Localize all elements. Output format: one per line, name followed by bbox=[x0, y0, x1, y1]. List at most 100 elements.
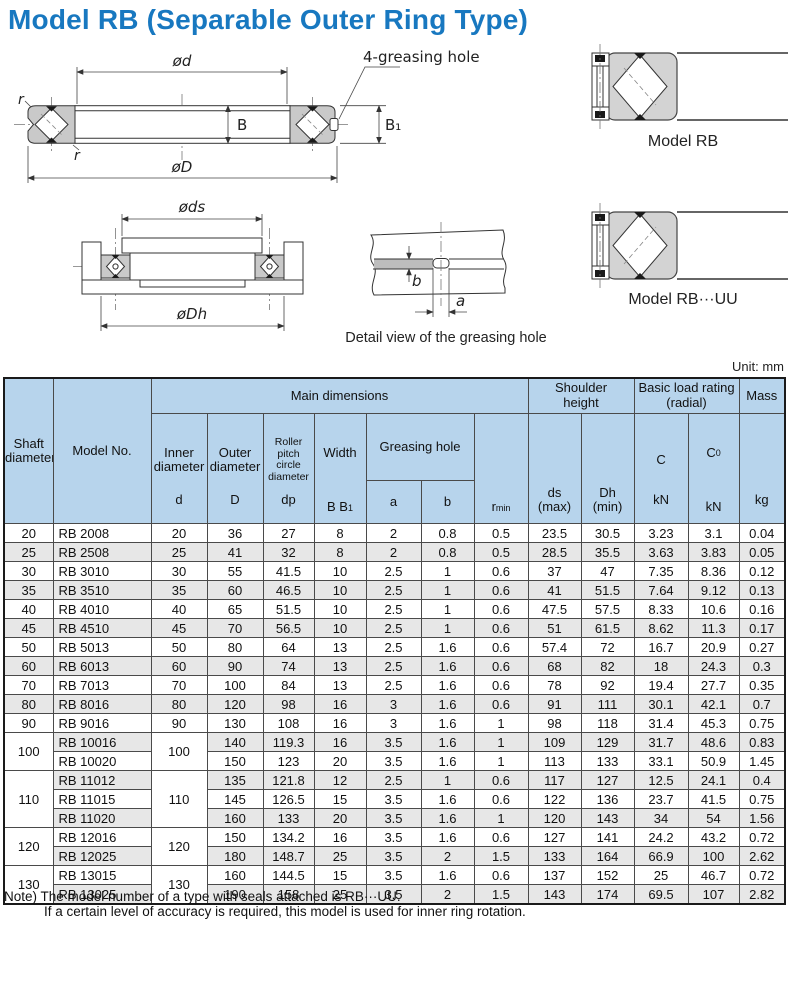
cell: 56.5 bbox=[262, 618, 315, 639]
cell: 3.5 bbox=[365, 846, 422, 867]
cell: 120 bbox=[150, 827, 208, 867]
cell: 16 bbox=[313, 713, 367, 734]
cell: 98 bbox=[262, 694, 315, 715]
cell: 2 bbox=[365, 542, 422, 563]
cell: 111 bbox=[580, 694, 635, 715]
table-row: RB 10020 150 123 20 3.5 1.6 1 113 133 33.1 50.9 1.4… bbox=[4, 751, 786, 772]
cell: 55 bbox=[206, 561, 264, 582]
cell: 47 bbox=[580, 561, 635, 582]
cell: 84 bbox=[262, 675, 315, 696]
cell: 41.5 bbox=[687, 789, 740, 810]
cell: 0.27 bbox=[738, 637, 786, 658]
table-row: RB 11020 160 133 20 3.5 1.6 1 120 143 34 54 1.56 bbox=[4, 808, 786, 829]
cell: 117 bbox=[527, 770, 582, 791]
cell: 1 bbox=[473, 751, 529, 772]
cell: 0.3 bbox=[738, 656, 786, 677]
cell: 10 bbox=[313, 599, 367, 620]
cell: 91 bbox=[527, 694, 582, 715]
cell: 135 bbox=[206, 770, 264, 791]
dim-label-phi-D: øD bbox=[171, 158, 193, 176]
cell: 60 bbox=[150, 656, 208, 677]
dim-label-phi-d: ød bbox=[172, 52, 192, 70]
col-header-kg: kg bbox=[738, 412, 786, 525]
cell: 0.6 bbox=[473, 599, 529, 620]
cell: 0.75 bbox=[738, 789, 786, 810]
cell: 10 bbox=[313, 618, 367, 639]
cell: 158 bbox=[262, 884, 315, 905]
cell: 3.5 bbox=[365, 751, 422, 772]
cell: 110 bbox=[150, 770, 208, 829]
cell: 51.5 bbox=[262, 599, 315, 620]
cell: 8.36 bbox=[687, 561, 740, 582]
cell: 12 bbox=[313, 770, 367, 791]
cell: 34 bbox=[633, 808, 689, 829]
greasing-hole-detail-diagram: b a bbox=[370, 222, 507, 317]
cell: RB 5013 bbox=[52, 637, 152, 658]
cell: 20 bbox=[313, 808, 367, 829]
cell: 25 bbox=[313, 846, 367, 867]
cell: 41 bbox=[206, 542, 264, 563]
cell: 3.5 bbox=[365, 884, 422, 905]
cell: 3.83 bbox=[687, 542, 740, 563]
cell: 133 bbox=[527, 846, 582, 867]
cell: 35 bbox=[3, 580, 54, 601]
cell: 37 bbox=[527, 561, 582, 582]
cell: 35 bbox=[150, 580, 208, 601]
col-header-a: a bbox=[365, 479, 422, 525]
cell: 0.04 bbox=[738, 523, 786, 544]
dim-label-B: B bbox=[237, 116, 247, 134]
cell: 3.5 bbox=[365, 865, 422, 886]
cell: 1.6 bbox=[420, 827, 475, 848]
table-row: 90 RB 9016 90 130 108 16 3 1.6 1 98 118 31.4 45.3 0.7… bbox=[3, 713, 786, 734]
col-header-greasing-hole: Greasing hole bbox=[365, 413, 475, 481]
cell: 7.64 bbox=[633, 580, 689, 601]
cell: 122 bbox=[527, 789, 582, 810]
table-row: 100 RB 10016 100 140 119.3 16 3.5 1.6 1 109 129 31.… bbox=[3, 732, 786, 772]
cell: 60 bbox=[3, 656, 54, 677]
cell: 108 bbox=[262, 713, 315, 734]
cell: 28.5 bbox=[527, 542, 582, 563]
cell: 0.6 bbox=[473, 656, 529, 677]
cell: 164 bbox=[580, 846, 635, 867]
cell: 30.1 bbox=[633, 694, 689, 715]
note-line-2: If a certain level of accuracy is requir… bbox=[44, 904, 526, 919]
cell: 0.6 bbox=[473, 694, 529, 715]
col-header-inner-diameter: Inner diameter d bbox=[150, 412, 208, 525]
cell: 0.6 bbox=[473, 789, 529, 810]
cell: RB 7013 bbox=[52, 675, 152, 696]
cell: 70 bbox=[150, 675, 208, 696]
cell: 45 bbox=[3, 618, 54, 639]
cell: 0.6 bbox=[473, 770, 529, 791]
cell: 1 bbox=[420, 770, 475, 791]
page-title: Model RB (Separable Outer Ring Type) bbox=[8, 4, 529, 35]
cell: 2.5 bbox=[365, 770, 422, 791]
cell: 3.5 bbox=[365, 789, 422, 810]
cell: 66.9 bbox=[633, 846, 689, 867]
cell: 0.6 bbox=[473, 561, 529, 582]
cell: 25 bbox=[150, 542, 208, 563]
cell: 1 bbox=[473, 713, 529, 734]
inner-clamp-plate bbox=[139, 279, 246, 288]
cell: 0.7 bbox=[738, 694, 786, 715]
cell: 8 bbox=[313, 542, 367, 563]
cell: 25 bbox=[633, 865, 689, 886]
cell: 109 bbox=[527, 732, 582, 753]
col-header-ds-max: ds (max) bbox=[527, 412, 582, 525]
cell: RB 2508 bbox=[52, 542, 152, 563]
cell: 150 bbox=[206, 827, 264, 848]
r-label-bottom: r bbox=[74, 148, 81, 164]
cell: 3.63 bbox=[633, 542, 689, 563]
cell: RB 12016 bbox=[52, 827, 152, 848]
cell: 148.7 bbox=[262, 846, 315, 867]
cell: 150 bbox=[206, 751, 264, 772]
table-row: 110 RB 11012 110 135 121.8 12 2.5 1 0.6 117 127 12.… bbox=[3, 770, 786, 829]
cell: 2.5 bbox=[365, 580, 422, 601]
cell: 16 bbox=[313, 827, 367, 848]
cell: RB 8016 bbox=[52, 694, 152, 715]
cell: 8.33 bbox=[633, 599, 689, 620]
cell: 144.5 bbox=[262, 865, 315, 886]
cell: 80 bbox=[150, 694, 208, 715]
cell: 30.5 bbox=[580, 523, 635, 544]
